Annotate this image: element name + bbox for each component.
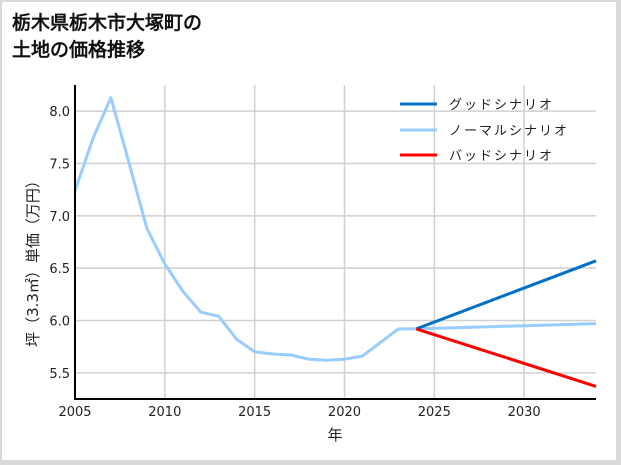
legend-label: グッドシナリオ [449,98,554,113]
y-tick-label: 5.5 [49,367,70,382]
y-axis-label: 坪（3.3㎡）単価（万円） [24,173,42,347]
chart-title: 栃木県栃木市大塚町の 土地の価格推移 [12,10,202,64]
chart-frame [2,2,616,460]
legend-label: バッドシナリオ [449,149,554,164]
tick-labels: 2005 2010 2015 2020 2025 2030 5.5 6.0 6.5 7.0 7.5 8… [49,105,540,420]
x-tick-label: 2030 [508,405,541,420]
x-axis-label: 年 [327,426,342,444]
legend-label: ノーマルシナリオ [449,124,569,139]
y-tick-label: 7.0 [49,210,70,225]
x-tick-label: 2025 [418,405,451,420]
series-line [73,96,597,362]
x-tick-label: 2015 [238,405,271,420]
x-tick-label: 2020 [328,405,361,420]
chart-title-line-2: 土地の価格推移 [12,39,146,61]
series-line [415,327,597,388]
x-tick-label: 2010 [148,405,181,420]
axes [74,85,596,400]
grid-lines [74,85,596,399]
y-tick-label: 6.0 [49,315,70,330]
x-tick-label: 2005 [58,405,91,420]
y-tick-label: 6.5 [49,262,70,277]
chart-title-line-1: 栃木県栃木市大塚町の [12,12,203,34]
y-tick-label: 7.5 [49,158,70,173]
y-tick-label: 8.0 [49,105,70,120]
series-line [415,259,597,331]
data-series [73,96,597,388]
